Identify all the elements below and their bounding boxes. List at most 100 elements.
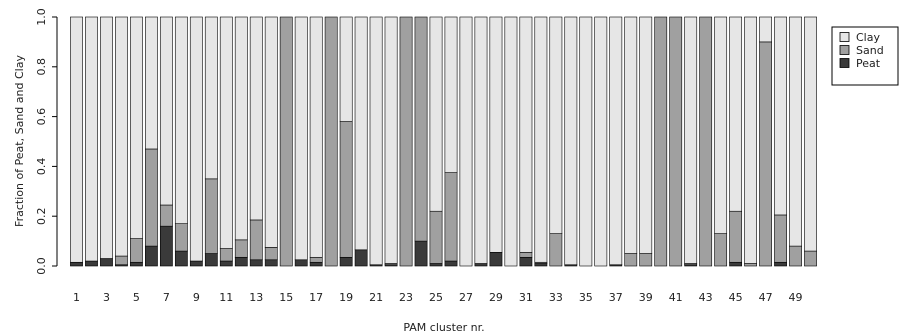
- legend-swatch-clay: [839, 32, 850, 42]
- bar-segment-clay-1: [70, 16, 83, 263]
- bar-segment-clay-21: [369, 16, 383, 266]
- bar-segment-clay-29: [489, 16, 503, 253]
- bar-segment-clay-2: [85, 16, 98, 262]
- x-tick-label: 33: [549, 291, 563, 304]
- x-tick-label: 29: [489, 291, 503, 304]
- x-tick-label: 43: [699, 291, 713, 304]
- bar-segment-clay-34: [564, 16, 578, 266]
- bar-segment-clay-3: [100, 16, 113, 259]
- y-tick-label: 1.0: [35, 8, 48, 26]
- legend-swatch-sand: [839, 45, 850, 55]
- bar-segment-peat-32: [534, 263, 548, 267]
- bar-segment-clay-35: [579, 16, 593, 267]
- y-tick-label: 0.2: [35, 207, 48, 225]
- bar-segment-sand-13: [249, 219, 263, 261]
- bar-segment-sand-19: [339, 121, 353, 258]
- y-tick-label: 0.0: [35, 257, 48, 275]
- bar-segment-peat-5: [130, 261, 143, 267]
- bar-segment-clay-42: [684, 16, 698, 264]
- x-tick-label: 7: [163, 291, 170, 304]
- bar-segment-clay-10: [204, 16, 218, 180]
- y-tick-label: 0.4: [35, 158, 48, 176]
- bar-segment-clay-33: [549, 16, 563, 234]
- bar-segment-sand-50: [804, 250, 817, 267]
- bar-segment-clay-48: [774, 16, 787, 216]
- bar-segment-sand-6: [145, 148, 158, 247]
- bar-segment-peat-29: [489, 252, 503, 267]
- bar-segment-clay-32: [534, 16, 548, 263]
- bar-segment-clay-17: [309, 16, 323, 258]
- bar-segment-sand-40: [654, 16, 668, 267]
- bar-segment-sand-45: [729, 210, 743, 263]
- x-tick-label: 41: [669, 291, 683, 304]
- bar-segment-clay-26: [444, 16, 458, 173]
- x-tick-label: 13: [249, 291, 263, 304]
- bar-segment-sand-15: [279, 16, 293, 267]
- bar-segment-sand-25: [429, 210, 443, 264]
- bar-segment-clay-39: [639, 16, 653, 254]
- bar-segment-peat-12: [234, 256, 248, 267]
- x-tick-label: 5: [133, 291, 140, 304]
- bar-segment-peat-9: [189, 260, 203, 267]
- bar-segment-peat-16: [294, 259, 308, 267]
- bar-segment-clay-30: [504, 16, 518, 267]
- y-axis: 0.0 0.2 0.4 0.6 0.8 1.0: [35, 8, 58, 275]
- bar-segment-clay-8: [174, 16, 188, 224]
- bar-segment-clay-31: [519, 16, 533, 253]
- bar-segment-peat-10: [204, 253, 218, 267]
- legend-label-sand: Sand: [856, 44, 884, 57]
- y-axis-title: Fraction of Peat, Sand and Clay: [13, 55, 26, 227]
- bar-segment-clay-12: [234, 16, 248, 241]
- x-tick-label: 3: [103, 291, 110, 304]
- bar-segment-peat-25: [429, 263, 443, 267]
- bar-segment-peat-13: [249, 259, 263, 267]
- bar-segment-peat-48: [774, 261, 787, 267]
- bar-segment-peat-26: [444, 260, 458, 267]
- bar-segment-peat-1: [70, 261, 83, 267]
- x-tick-label: 35: [579, 291, 593, 304]
- bar-segment-sand-38: [624, 253, 638, 267]
- bar-segment-sand-8: [174, 223, 188, 252]
- bar-segment-clay-5: [130, 16, 143, 239]
- bar-segment-sand-5: [130, 238, 143, 263]
- bar-segment-clay-38: [624, 16, 638, 254]
- bar-segment-clay-25: [429, 16, 443, 212]
- bar-segment-clay-44: [714, 16, 728, 234]
- bar-segment-clay-11: [219, 16, 233, 249]
- x-tick-label: 45: [729, 291, 743, 304]
- bar-segment-clay-49: [789, 16, 802, 247]
- bar-segment-sand-43: [699, 16, 713, 267]
- bar-segment-peat-17: [309, 261, 323, 267]
- bars-group: [70, 16, 817, 267]
- bar-segment-sand-23: [399, 16, 413, 267]
- bar-segment-sand-47: [759, 41, 772, 267]
- bar-segment-sand-7: [159, 204, 173, 227]
- bar-segment-sand-14: [264, 247, 278, 261]
- x-tick-label: 1: [73, 291, 80, 304]
- bar-segment-clay-45: [729, 16, 743, 212]
- legend-label-clay: Clay: [856, 31, 880, 44]
- legend-label-peat: Peat: [856, 57, 881, 70]
- bar-segment-sand-10: [204, 178, 218, 254]
- bar-segment-sand-48: [774, 214, 787, 263]
- bar-segment-peat-31: [519, 256, 533, 267]
- bar-segment-peat-19: [339, 256, 353, 267]
- x-tick-label: 9: [193, 291, 200, 304]
- bar-segment-clay-16: [294, 16, 308, 261]
- bar-segment-sand-41: [669, 16, 683, 267]
- bar-segment-sand-33: [549, 233, 563, 267]
- bar-segment-clay-28: [474, 16, 488, 264]
- bar-segment-sand-24: [414, 16, 428, 242]
- bar-segment-clay-4: [115, 16, 128, 257]
- bar-segment-sand-39: [639, 253, 653, 267]
- x-tick-label: 31: [519, 291, 533, 304]
- bar-segment-clay-46: [744, 16, 757, 264]
- x-axis: 1 3 5 7 9 11 13 15 17 19 21 23 25 27 29 31 33 35 37 39 41 43 4…: [73, 291, 803, 304]
- bar-segment-peat-28: [474, 263, 488, 267]
- x-tick-label: 39: [639, 291, 653, 304]
- bar-segment-peat-14: [264, 259, 278, 267]
- x-axis-title: PAM cluster nr.: [403, 321, 484, 334]
- bar-segment-peat-3: [100, 258, 113, 267]
- x-tick-label: 17: [309, 291, 323, 304]
